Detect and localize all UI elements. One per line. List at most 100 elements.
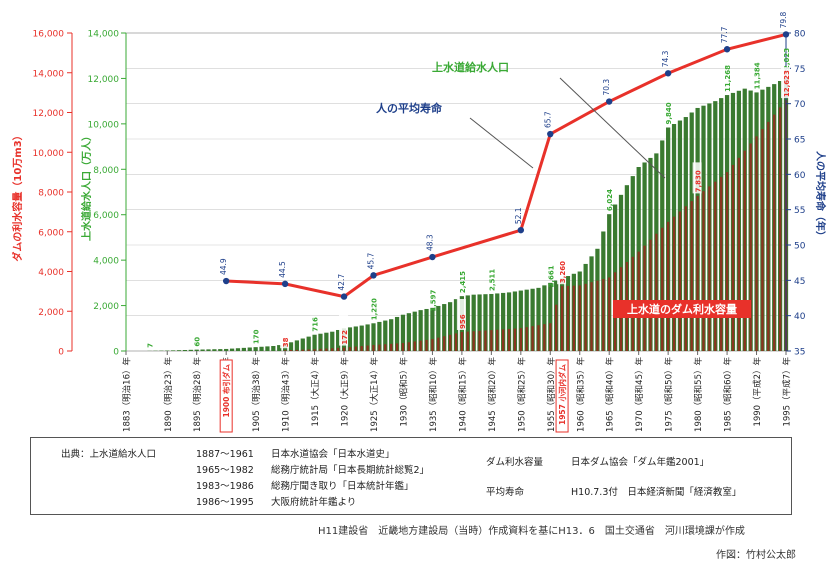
population-bar <box>453 299 459 351</box>
population-value-label: 12,023 <box>783 48 791 75</box>
x-axis-tick-label: 1905（明治38）年 <box>251 357 262 432</box>
dam-capacity-bar <box>584 283 587 351</box>
dam-value-label-bg <box>781 67 790 99</box>
footer-credit: H11建設省 近畿地方建設局（当時）作成資料を基にH13．6 国土交通省 河川環… <box>318 526 745 537</box>
dam-note-label: 1957 小河内ダム <box>557 364 567 425</box>
source-years-3: 1983～1986 <box>196 481 254 492</box>
source-dam-text: 日本ダム協会「ダム年鑑2001」 <box>571 457 710 468</box>
population-bar <box>235 348 241 351</box>
source-heading: 出典：上水道給水人口 <box>61 449 157 460</box>
dam-capacity-bar <box>566 285 570 351</box>
life-axis-tick-label: 60 <box>794 171 806 181</box>
dam-capacity-bar <box>596 280 599 351</box>
dam-capacity-bar <box>572 285 576 351</box>
dam-capacity-bar <box>454 333 458 351</box>
dam-capacity-bar <box>731 164 735 351</box>
population-value-label: 9,840 <box>665 102 673 124</box>
dam-capacity-bar <box>460 331 464 351</box>
dam-capacity-bar <box>755 136 758 351</box>
population-value-label: 60 <box>194 337 202 347</box>
population-bar <box>477 294 482 351</box>
legend-life-leader <box>469 117 534 169</box>
life-axis-tick-label: 70 <box>794 100 806 110</box>
life-label: 79.8 <box>779 11 788 28</box>
dam-capacity-bar <box>384 344 387 351</box>
population-bar <box>389 319 394 351</box>
chart-canvas: 44.9 44.5 42.7 45.7 48.3 52.1 65.7 70.3 74.3 77.7… <box>11 11 827 433</box>
dam-value-label: 7,830 <box>695 170 703 192</box>
dam-axis-tick-label: 8,000 <box>38 189 64 199</box>
legend-population: 上水道給水人口 <box>432 60 509 74</box>
population-bar <box>471 294 476 351</box>
population-bar <box>318 333 323 351</box>
life-label: 42.7 <box>337 274 346 291</box>
x-axis-tick-label: 1990（平成2）年 <box>752 357 763 427</box>
dam-capacity-bar <box>714 181 717 351</box>
x-axis-tick-label: 1995（平成7）年 <box>782 357 793 427</box>
life-point <box>340 293 348 300</box>
dam-capacity-bar <box>519 328 522 351</box>
dam-capacity-bar <box>342 347 346 351</box>
source-box: 出典：上水道給水人口 1887～1961 日本水道協会「日本水道史」 1965～… <box>30 437 792 515</box>
dam-axis-tick-label: 16,000 <box>33 30 65 40</box>
population-bar <box>383 320 388 351</box>
dam-capacity-bar <box>431 339 434 351</box>
source-text-3: 総務庁聞き取り「日本統計年鑑」 <box>271 481 414 492</box>
dam-capacity-bar <box>484 330 487 351</box>
dam-capacity-bar <box>678 211 682 351</box>
population-value-label: 6,024 <box>606 189 614 211</box>
population-bar <box>495 293 500 351</box>
population-bar <box>182 350 188 351</box>
population-bar <box>330 331 335 351</box>
dam-value-label: 12,623 <box>783 70 791 97</box>
dam-capacity-bar <box>761 129 764 351</box>
population-bar <box>229 348 235 351</box>
population-value-label: 716 <box>312 317 320 332</box>
population-bar <box>418 310 423 351</box>
population-value-label: 1,597 <box>429 289 437 311</box>
population-bar <box>300 338 305 351</box>
dam-note-label: 1900 布引ダム <box>221 364 231 418</box>
dam-capacity-bar <box>336 347 340 351</box>
population-bar <box>206 349 211 351</box>
dam-value-label: 38 <box>282 337 290 347</box>
dam-capacity-bar <box>437 337 440 351</box>
dam-capacity-bar <box>490 330 493 351</box>
dam-capacity-bar <box>543 324 546 351</box>
life-point <box>370 272 377 279</box>
dam-axis-tick-label: 6,000 <box>38 228 64 238</box>
data-labels: 7 60 170 716 1,220 1,597 2,415 2,511 2,661 6,024 9… <box>147 48 791 433</box>
population-bar <box>218 349 223 351</box>
dam-capacity-bar <box>478 330 481 351</box>
x-axis-tick-label: 1950（昭和25）年 <box>516 357 527 432</box>
population-axis-tick-label: 14,000 <box>88 30 120 40</box>
x-axis-tick-label: 1883（明治16）年 <box>122 357 133 432</box>
dam-capacity-bar <box>643 245 646 351</box>
population-bar <box>371 323 376 351</box>
dam-capacity-bar <box>507 328 511 351</box>
population-axis-tick-label: 6,000 <box>93 211 119 221</box>
life-point <box>222 277 230 285</box>
dam-capacity-bar <box>690 201 693 351</box>
population-bar <box>265 346 270 351</box>
dam-capacity-bar <box>590 282 593 351</box>
population-bar <box>424 308 429 351</box>
population-bar <box>347 327 353 351</box>
dam-capacity-bar <box>602 279 605 351</box>
dam-capacity-bar <box>448 334 452 351</box>
population-bar <box>247 347 252 351</box>
dam-capacity-bar <box>378 344 381 351</box>
life-axis-tick-label: 75 <box>794 65 805 75</box>
population-value-label: 2,415 <box>459 271 467 293</box>
life-label: 77.7 <box>720 26 729 43</box>
population-bar <box>524 289 529 351</box>
dam-capacity-bar <box>743 150 746 351</box>
source-text-2: 総務庁統計局「日本長期統計総覧2」 <box>271 465 430 476</box>
x-axis-tick-label: 1980（昭和55）年 <box>693 357 704 432</box>
dam-note-box <box>219 359 233 433</box>
life-label: 65.7 <box>543 111 552 128</box>
population-bar <box>253 347 258 351</box>
life-axis-tick-label: 40 <box>794 312 806 322</box>
dam-capacity-bar <box>407 342 411 351</box>
dam-capacity-bar <box>549 323 552 351</box>
